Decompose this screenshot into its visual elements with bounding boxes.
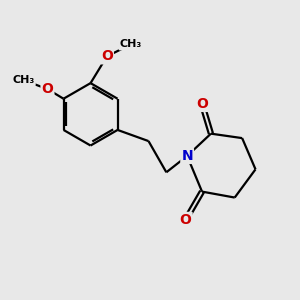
Text: O: O xyxy=(41,82,53,96)
Text: N: N xyxy=(181,149,193,163)
Text: CH₃: CH₃ xyxy=(13,75,35,85)
Text: O: O xyxy=(101,50,113,63)
Text: O: O xyxy=(196,97,208,111)
Text: O: O xyxy=(180,213,192,227)
Text: CH₃: CH₃ xyxy=(120,40,142,50)
